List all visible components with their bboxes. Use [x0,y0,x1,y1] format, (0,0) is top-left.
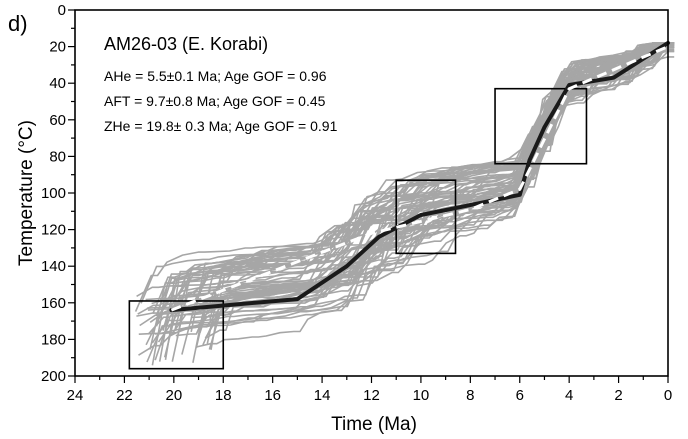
y-tick-label: 40 [49,75,66,92]
constraint-box [494,87,588,165]
x-tick-label: 0 [664,387,672,404]
x-tick-label: 4 [565,387,573,404]
y-axis-title: Temperature (°C) [16,120,37,266]
y-tick-label: 140 [41,258,66,275]
model-path [208,42,675,350]
model-path [190,46,675,333]
expected-path [170,45,669,312]
x-tick-label: 24 [67,387,84,404]
model-path-envelope [134,42,675,366]
x-tick-label: 14 [314,387,331,404]
x-axis-title: Time (Ma) [331,414,417,435]
x-tick-label: 20 [165,387,182,404]
y-tick-label: 80 [49,148,66,165]
y-tick-label: 180 [41,331,66,348]
y-tick-label: 200 [41,368,66,385]
constraint-box [128,300,225,370]
panel-label: d) [8,11,28,36]
x-tick-label: 6 [516,387,524,404]
model-path [134,42,675,312]
annotation-zhe: ZHe = 19.8± 0.3 Ma; Age GOF = 0.91 [104,118,338,134]
chart-title: AM26-03 (E. Korabi) [104,34,268,54]
annotation-ahe: AHe = 5.5±0.1 Ma; Age GOF = 0.96 [104,68,327,84]
annotation-aft: AFT = 9.7±0.8 Ma; Age GOF = 0.45 [104,93,326,109]
model-fit-lines [169,40,670,313]
constraint-boxes [128,87,588,370]
x-tick-label: 18 [215,387,232,404]
x-tick-label: 12 [363,387,380,404]
constraint-box [395,179,457,255]
model-path [193,42,675,302]
x-tick-label: 2 [614,387,622,404]
y-tick-label: 160 [41,295,66,312]
x-tick-label: 16 [264,387,281,404]
x-tick-label: 8 [466,387,474,404]
y-tick-label: 60 [49,112,66,129]
axes: 24 22 20 18 16 14 12 10 8 6 4 2 00204060801001201401… [41,2,672,404]
y-tick-label: 0 [58,2,66,19]
y-tick-label: 100 [41,185,66,202]
model-path [196,42,675,348]
y-tick-label: 20 [49,39,66,56]
model-path [204,42,675,339]
x-tick-label: 22 [116,387,133,404]
x-tick-label: 10 [413,387,430,404]
y-tick-label: 120 [41,222,66,239]
